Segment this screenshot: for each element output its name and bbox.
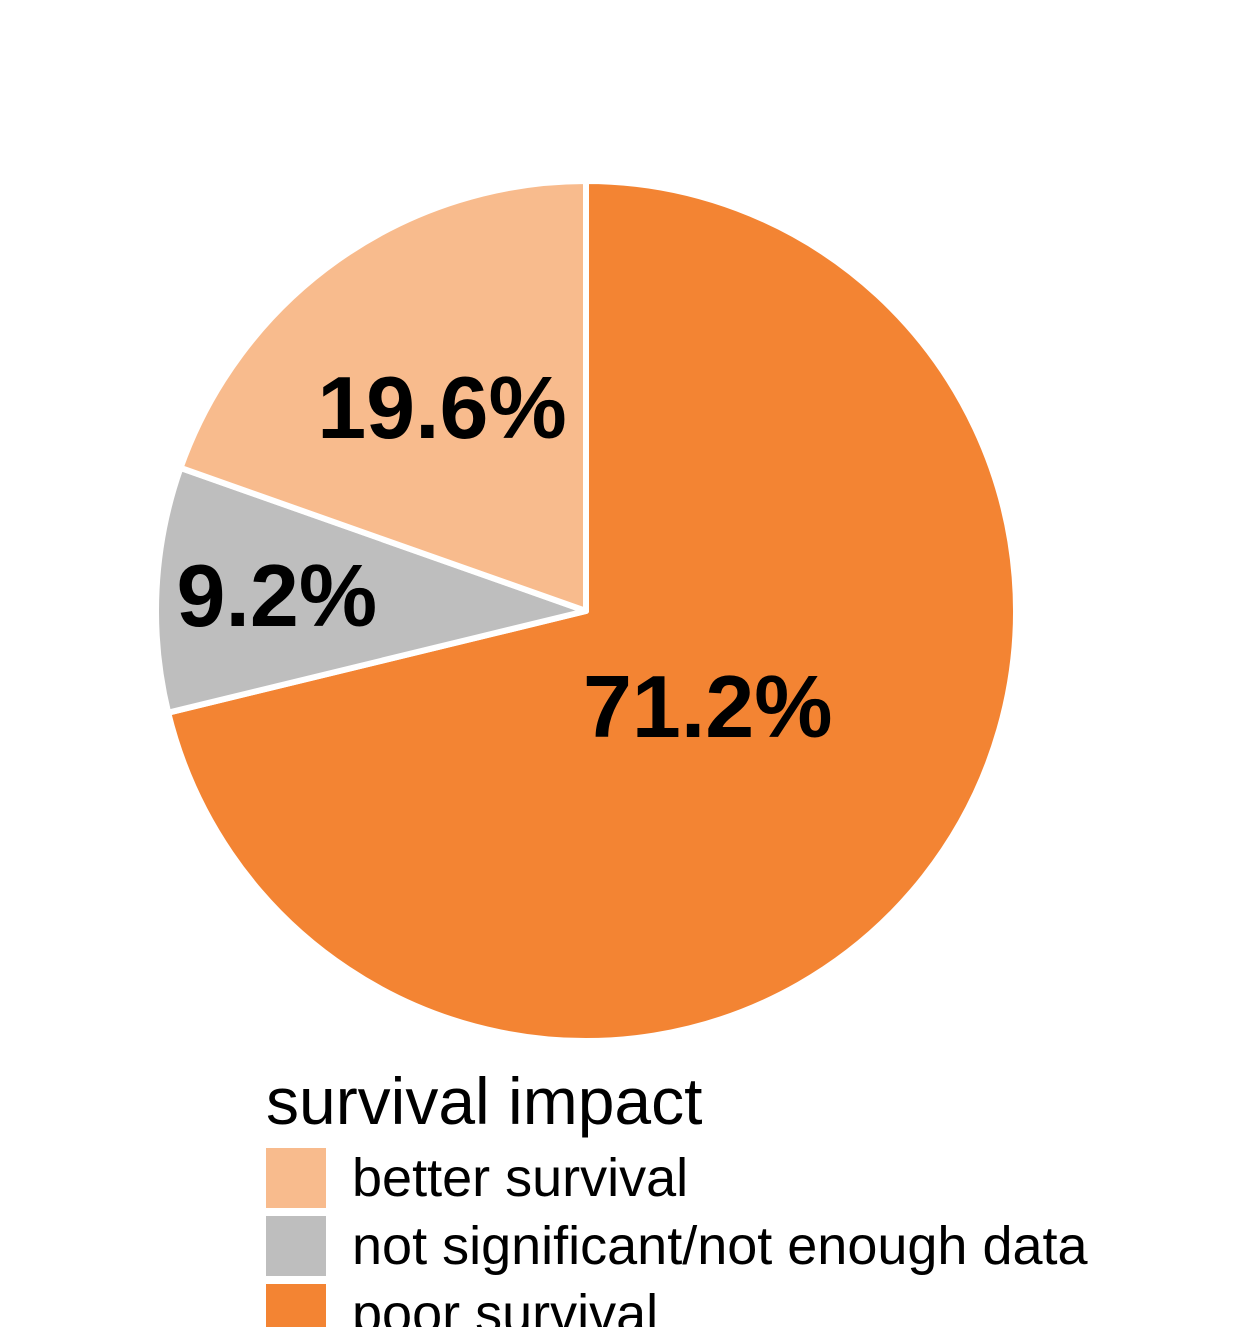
pie-slice-not-significant-not-enough-data — [153, 464, 589, 716]
legend: survival impact better survival not signi… — [266, 1064, 1089, 1327]
legend-swatch — [266, 1148, 326, 1208]
slice-label: 71.2% — [583, 657, 833, 756]
slice-labels: 71.2% 9.2% 19.6% — [177, 358, 833, 756]
legend-label: poor survival — [352, 1284, 658, 1327]
pie-slices — [153, 178, 1019, 1044]
legend-title: survival impact — [266, 1064, 702, 1138]
legend-swatch — [266, 1216, 326, 1276]
slice-label: 9.2% — [177, 546, 378, 645]
slice-label: 19.6% — [317, 358, 567, 457]
legend-label: not significant/not enough data — [352, 1216, 1089, 1276]
pie-slice-poor-survival — [165, 178, 1019, 1044]
legend-label: better survival — [352, 1148, 688, 1208]
pie-slice-better-survival — [177, 178, 589, 614]
legend-swatch — [266, 1284, 326, 1327]
